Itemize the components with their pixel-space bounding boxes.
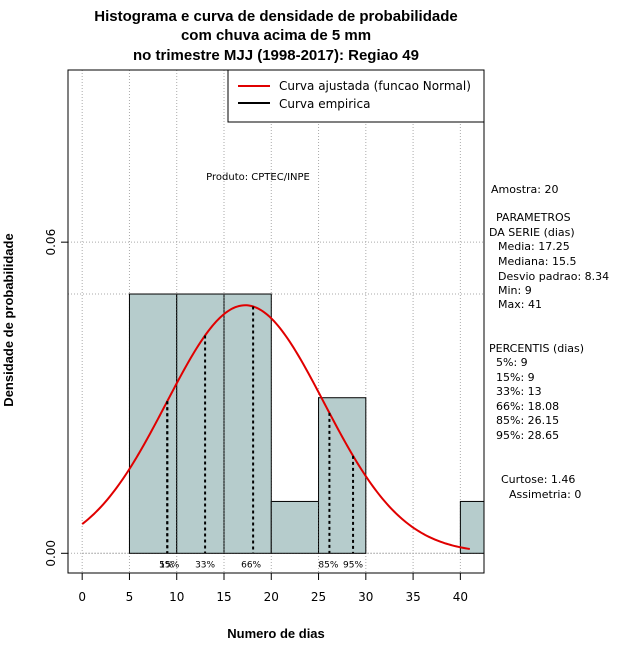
x-tick-label: 15: [216, 590, 231, 604]
chart-title-line-1: Histograma e curva de densidade de proba…: [94, 8, 457, 25]
x-tick-label: 0: [78, 590, 86, 604]
percentile-label: 85%: [318, 560, 338, 570]
percentile-label: 15%: [159, 560, 179, 570]
curves: [81, 304, 470, 550]
x-tick-label: 10: [169, 590, 184, 604]
param-desvio: Desvio padrao: 8.34: [498, 270, 609, 283]
histogram-bar: [459, 500, 485, 554]
params-title-2: DA SERIE (dias): [489, 226, 575, 239]
x-tick-label: 5: [126, 590, 134, 604]
percentil-95: 95%: 28.65: [496, 429, 559, 442]
percentil-33: 33%: 13: [496, 385, 542, 398]
param-max: Max: 41: [498, 298, 542, 311]
legend: Curva ajustada (funcao Normal) Curva emp…: [227, 69, 485, 123]
percentile-label: 5%: [159, 560, 174, 570]
x-tick-label: 35: [405, 590, 420, 604]
percentil-5: 5%: 9: [496, 356, 528, 369]
normal-curve: [81, 304, 470, 550]
assimetria: Assimetria: 0: [509, 488, 581, 501]
y-axis: 0.00 0.06: [44, 229, 69, 567]
percentile-label: 66%: [241, 560, 261, 570]
percentil-66: 66%: 18.08: [496, 400, 559, 413]
x-axis-title: Numero de dias: [227, 626, 325, 641]
histogram-bar: [270, 500, 320, 554]
percentile-label: 33%: [195, 560, 215, 570]
percentil-85: 85%: 26.15: [496, 414, 559, 427]
x-tick-label: 40: [453, 590, 468, 604]
chart-title-line-2: com chuva acima de 5 mm: [181, 27, 371, 44]
percentile-label: 95%: [343, 560, 363, 570]
product-label: Produto: CPTEC/INPE: [206, 172, 310, 183]
param-mediana: Mediana: 15.5: [498, 255, 576, 268]
percentile-markers: 5%15% 33% 66% 85% 95%: [159, 306, 363, 570]
x-axis: 0 5 10 15 20 25 30 35 40: [78, 572, 468, 604]
curtose: Curtose: 1.46: [501, 473, 575, 486]
histogram-bar: [318, 397, 367, 554]
params-title-1: PARAMETROS: [496, 211, 571, 224]
y-tick-label: 0.06: [44, 229, 58, 256]
legend-label-empirical: Curva empirica: [279, 97, 370, 111]
histogram-bar: [128, 293, 178, 554]
legend-box: [227, 69, 485, 123]
sample-size: Amostra: 20: [491, 183, 558, 196]
y-tick-label: 0.00: [44, 540, 58, 567]
y-axis-title: Densidade de probabilidade: [1, 233, 16, 406]
x-tick-label: 30: [358, 590, 373, 604]
legend-label-normal: Curva ajustada (funcao Normal): [279, 79, 471, 93]
param-media: Media: 17.25: [498, 240, 570, 253]
stats-panel: Amostra: 20 PARAMETROS DA SERIE (dias) M…: [489, 183, 609, 501]
percentil-15: 15%: 9: [496, 371, 535, 384]
param-min: Min: 9: [498, 284, 532, 297]
percentis-title: PERCENTIS (dias): [489, 342, 584, 355]
chart-title-line-3: no trimestre MJJ (1998-2017): Regiao 49: [133, 47, 419, 64]
histogram-bar: [223, 293, 272, 554]
x-tick-label: 20: [264, 590, 279, 604]
x-tick-label: 25: [311, 590, 326, 604]
histogram-bars: [128, 293, 485, 554]
histogram-bar: [176, 293, 225, 554]
